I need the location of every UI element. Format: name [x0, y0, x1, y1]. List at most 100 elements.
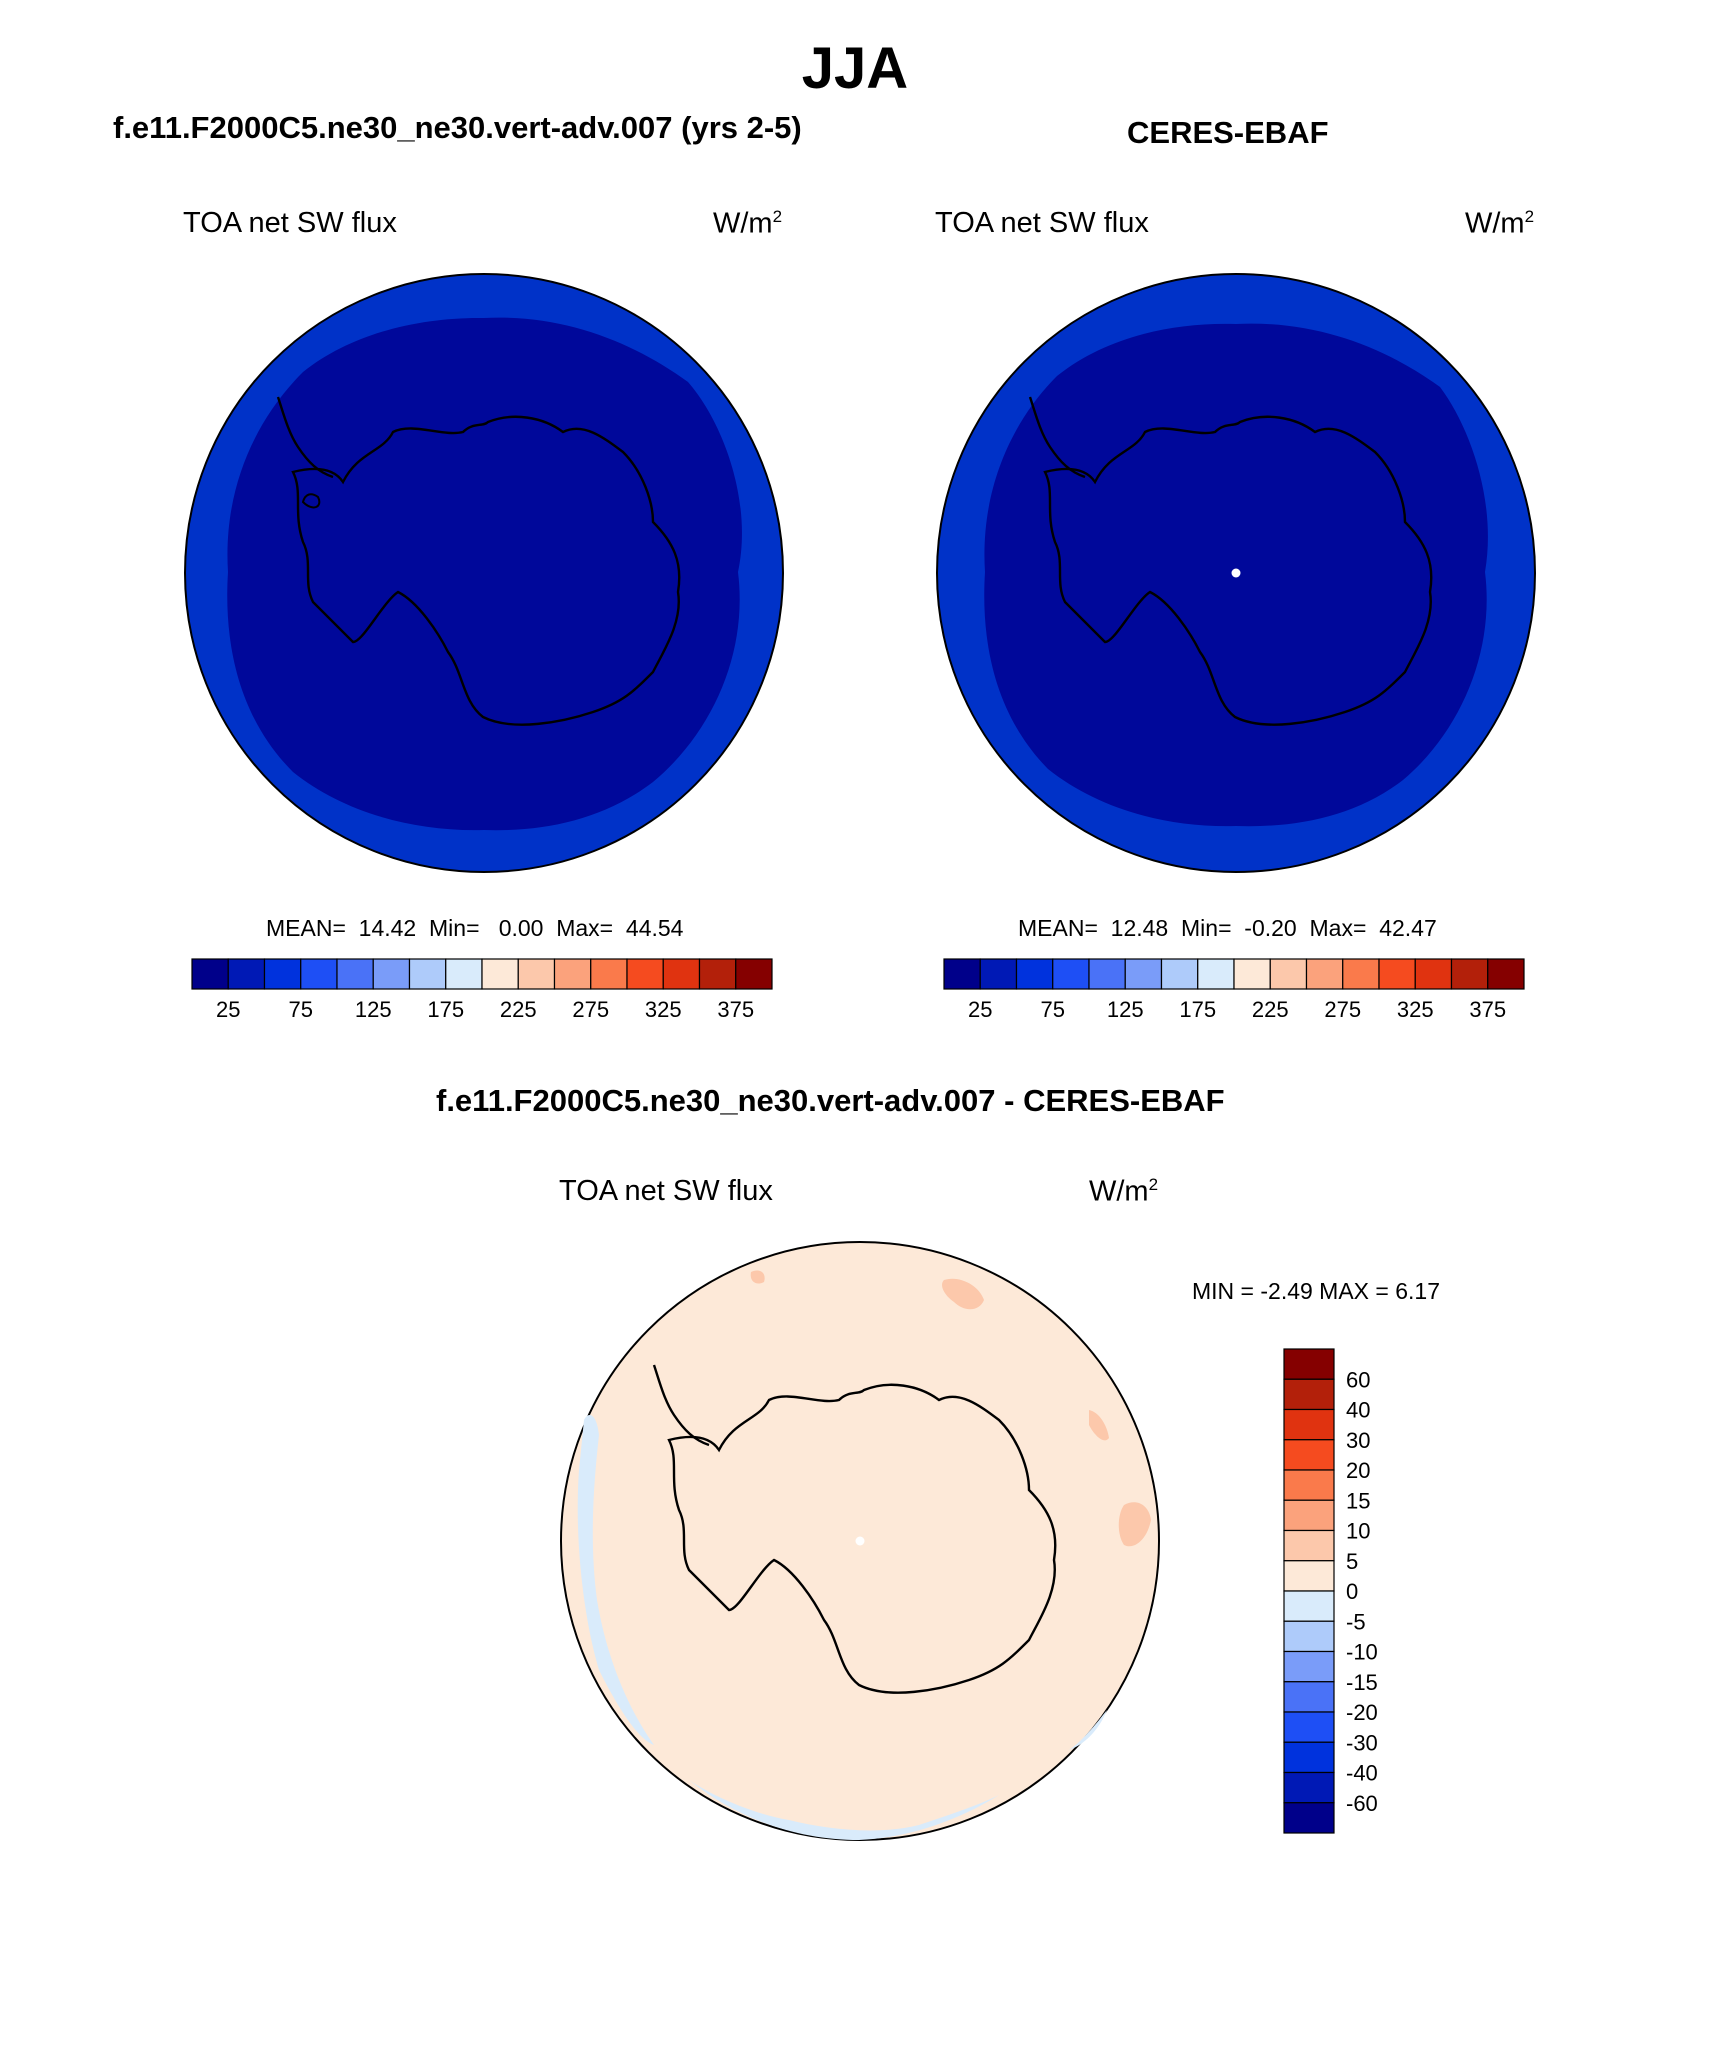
diff-colorbar-tick-label: -5	[1346, 1609, 1366, 1634]
diff-negative-region-west	[577, 1415, 654, 1745]
obs-colorbar-box	[1305, 958, 1344, 990]
obs-colorbar-tick-label: 225	[1252, 997, 1289, 1022]
diff-colorbar-tick-label: 10	[1346, 1519, 1370, 1544]
diff-colorbar-box	[1283, 1620, 1335, 1653]
diff-positive-patch-east2	[1118, 1502, 1151, 1547]
obs-colorbar-box	[1269, 958, 1308, 990]
diff-colorbar-box	[1283, 1499, 1335, 1532]
obs-colorbar-box	[1052, 958, 1090, 990]
obs-colorbar-tick-label: 325	[1397, 997, 1434, 1022]
diff-colorbar-tick-label: 30	[1346, 1428, 1370, 1453]
diff-colorbar-tick-label: -30	[1346, 1730, 1378, 1755]
diff-colorbar-box	[1283, 1378, 1335, 1411]
obs-colorbar-tick-label: 275	[1324, 997, 1361, 1022]
diff-colorbar-tick-label: 40	[1346, 1398, 1370, 1423]
model-colorbar-box	[227, 958, 266, 990]
model-colorbar-box	[698, 958, 737, 990]
diff-colorbar-tick-label: 20	[1346, 1458, 1370, 1483]
model-colorbar-tick-label: 175	[427, 997, 464, 1022]
obs-colorbar-tick-label: 25	[968, 997, 992, 1022]
obs-antarctica-coastline	[1043, 415, 1433, 726]
diff-colorbar-tick-label: -15	[1346, 1670, 1378, 1695]
obs-colorbar-box	[1342, 958, 1380, 990]
obs-colorbar-box	[1414, 958, 1453, 990]
diff-colorbar-tick-label: 0	[1346, 1579, 1358, 1604]
diff-colorbar-box	[1283, 1650, 1335, 1683]
obs-polar-map	[936, 273, 1536, 873]
model-colorbar-box	[263, 958, 302, 990]
diff-colorbar-tick-label: 5	[1346, 1549, 1358, 1574]
obs-colorbar-box	[979, 958, 1018, 990]
diff-colorbar-box	[1283, 1560, 1335, 1592]
diff-colorbar-tick-label: 15	[1346, 1488, 1370, 1513]
obs-colorbar: 25 75 125 175 225 275 325 375	[943, 958, 1525, 1022]
diff-polar-map	[560, 1241, 1160, 1841]
diff-colorbar-box	[1283, 1529, 1335, 1562]
diff-positive-patch-east1	[1089, 1410, 1109, 1441]
diff-colorbar-tick-label: 60	[1346, 1367, 1370, 1392]
diff-positive-patch-north	[750, 1270, 765, 1284]
diff-variable-label: TOA net SW flux	[559, 1175, 773, 1207]
model-colorbar-box	[626, 958, 664, 990]
model-colorbar-box	[481, 958, 519, 990]
model-colorbar-box	[445, 958, 483, 990]
model-colorbar-tick-label: 25	[216, 997, 240, 1022]
model-case-title: f.e11.F2000C5.ne30_ne30.vert-adv.007 (yr…	[113, 110, 802, 145]
model-colorbar-box	[662, 958, 701, 990]
model-colorbar-box	[553, 958, 592, 990]
diff-colorbar-tick-label: -10	[1346, 1640, 1378, 1665]
obs-colorbar-box	[1015, 958, 1054, 990]
diff-positive-patch-northeast	[942, 1278, 984, 1310]
model-colorbar-box	[735, 958, 773, 990]
model-colorbar-box	[408, 958, 447, 990]
diff-colorbar-tick-label: -60	[1346, 1791, 1378, 1816]
diff-colorbar-box	[1283, 1469, 1335, 1501]
diff-colorbar-box	[1283, 1711, 1335, 1743]
obs-colorbar-box	[1197, 958, 1235, 990]
diff-colorbar-tick-label: -40	[1346, 1761, 1378, 1786]
model-colorbar-box	[590, 958, 628, 990]
obs-colorbar-tick-label: 375	[1469, 997, 1506, 1022]
diff-colorbar-box	[1283, 1681, 1335, 1713]
model-colorbar-tick-label: 225	[500, 997, 537, 1022]
model-colorbar-box	[517, 958, 556, 990]
diff-pole-missing-point	[855, 1536, 865, 1546]
diff-case-title: f.e11.F2000C5.ne30_ne30.vert-adv.007 - C…	[436, 1083, 1225, 1118]
obs-colorbar-box	[1450, 958, 1489, 990]
model-colorbar-tick-label: 275	[572, 997, 609, 1022]
model-peninsula-coastline	[276, 396, 334, 479]
model-colorbar-tick-label: 125	[355, 997, 392, 1022]
diff-colorbar-box	[1283, 1439, 1335, 1471]
obs-peninsula-coastline	[1028, 396, 1086, 479]
model-island-outline	[301, 493, 321, 509]
model-inner-low-flux-region	[227, 317, 742, 831]
obs-colorbar-tick-label: 175	[1179, 997, 1216, 1022]
model-colorbar-box	[372, 958, 411, 990]
obs-variable-label: TOA net SW flux	[935, 207, 1149, 239]
obs-colorbar-box	[1088, 958, 1126, 990]
obs-colorbar-box	[1124, 958, 1163, 990]
model-colorbar-box	[191, 958, 229, 990]
obs-colorbar-box	[1233, 958, 1271, 990]
obs-colorbar-box	[943, 958, 981, 990]
diff-colorbar-box	[1283, 1590, 1335, 1622]
obs-case-title: CERES-EBAF	[1127, 115, 1329, 150]
model-stats: MEAN= 14.42 Min= 0.00 Max= 44.54	[266, 915, 684, 941]
diff-colorbar-box	[1283, 1802, 1335, 1834]
model-colorbar-tick-label: 75	[289, 997, 313, 1022]
diff-negative-region-south	[689, 1780, 999, 1840]
model-polar-map	[184, 273, 784, 873]
diff-colorbar-box	[1283, 1741, 1335, 1774]
model-colorbar: 25 75 125 175 225 275 325 375	[191, 958, 773, 1022]
model-colorbar-tick-label: 325	[645, 997, 682, 1022]
diff-colorbar-box	[1283, 1408, 1335, 1441]
model-variable-label: TOA net SW flux	[183, 207, 397, 239]
diff-colorbar-box	[1283, 1348, 1335, 1380]
diff-unit-label: W/m2	[1089, 1175, 1159, 1208]
obs-colorbar-box	[1487, 958, 1525, 990]
model-colorbar-tick-label: 375	[717, 997, 754, 1022]
diff-colorbar: 60 40 30 20 15 10 5 0 -5 -10 -15 -20 -30 -40 -60	[1283, 1348, 1378, 1834]
model-antarctica-coastline	[291, 415, 681, 726]
diff-colorbar-tick-label: -20	[1346, 1700, 1378, 1725]
obs-colorbar-box	[1378, 958, 1416, 990]
